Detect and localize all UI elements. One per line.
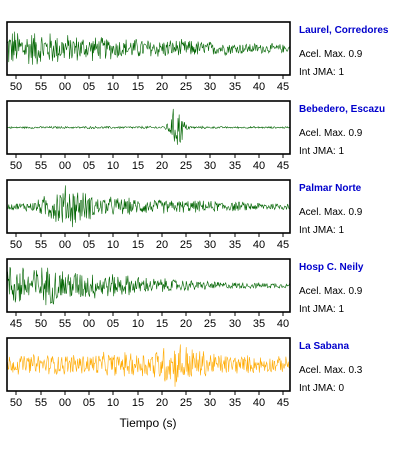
x-tick-label: 00 bbox=[59, 160, 71, 172]
x-tick-label: 45 bbox=[277, 239, 289, 251]
jma-intensity: Int JMA: 1 bbox=[299, 225, 344, 236]
x-tick-label: 35 bbox=[253, 318, 265, 330]
x-tick-label: 45 bbox=[277, 397, 289, 409]
max-acceleration: Acel. Max. 0.3 bbox=[299, 365, 363, 376]
x-tick-label: 45 bbox=[277, 160, 289, 172]
waveform-trace bbox=[7, 185, 290, 228]
x-tick-label: 45 bbox=[10, 318, 22, 330]
max-acceleration: Acel. Max. 0.9 bbox=[299, 128, 363, 139]
x-tick-label: 20 bbox=[180, 318, 192, 330]
x-tick-label: 30 bbox=[204, 160, 216, 172]
x-tick-label: 05 bbox=[107, 318, 119, 330]
max-acceleration: Acel. Max. 0.9 bbox=[299, 49, 363, 60]
jma-intensity: Int JMA: 0 bbox=[299, 383, 344, 394]
x-tick-label: 10 bbox=[107, 397, 119, 409]
panel: 50 55 00 05 10 15 20 25 30 35 40 45 La Sabana Acel. M… bbox=[6, 337, 363, 409]
panel: 50 55 00 05 10 15 20 25 30 35 40 45 Bebedero, Escazu… bbox=[6, 100, 385, 172]
x-tick-label: 35 bbox=[229, 160, 241, 172]
x-tick-label: 30 bbox=[204, 397, 216, 409]
x-tick-label: 50 bbox=[35, 318, 47, 330]
panel-frame bbox=[6, 21, 291, 76]
x-tick-label: 20 bbox=[156, 81, 168, 93]
panels: 50 55 00 05 10 15 20 25 30 35 40 45 Laurel, Corredor… bbox=[6, 21, 389, 409]
x-tick-label: 40 bbox=[253, 239, 265, 251]
x-tick-label: 25 bbox=[180, 397, 192, 409]
x-tick-label: 10 bbox=[107, 160, 119, 172]
max-acceleration: Acel. Max. 0.9 bbox=[299, 207, 363, 218]
panel: 45 50 55 00 05 10 15 20 25 30 35 40 Hosp C. Neily Ace… bbox=[6, 258, 364, 330]
x-tick-label: 05 bbox=[83, 397, 95, 409]
panel-frame bbox=[6, 258, 291, 313]
panel: 50 55 00 05 10 15 20 25 30 35 40 45 Laurel, Corredor… bbox=[6, 21, 389, 93]
x-tick-label: 25 bbox=[180, 160, 192, 172]
panel: 50 55 00 05 10 15 20 25 30 35 40 45 Palmar Norte Acel… bbox=[6, 179, 363, 251]
x-tick-label: 40 bbox=[253, 160, 265, 172]
x-tick-label: 25 bbox=[180, 239, 192, 251]
x-tick-label: 15 bbox=[132, 397, 144, 409]
x-tick-label: 15 bbox=[156, 318, 168, 330]
x-tick-label: 55 bbox=[35, 397, 47, 409]
x-tick-label: 05 bbox=[83, 239, 95, 251]
x-tick-label: 25 bbox=[180, 81, 192, 93]
station-name: Palmar Norte bbox=[299, 183, 362, 194]
max-acceleration: Acel. Max. 0.9 bbox=[299, 286, 363, 297]
x-axis-label: Tiempo (s) bbox=[120, 416, 177, 430]
jma-intensity: Int JMA: 1 bbox=[299, 67, 344, 78]
x-tick-label: 10 bbox=[107, 239, 119, 251]
x-tick-label: 35 bbox=[229, 239, 241, 251]
x-tick-label: 30 bbox=[229, 318, 241, 330]
x-tick-label: 10 bbox=[132, 318, 144, 330]
x-tick-label: 50 bbox=[10, 160, 22, 172]
waveform-trace bbox=[7, 267, 290, 306]
x-tick-label: 15 bbox=[132, 239, 144, 251]
x-tick-label: 00 bbox=[59, 239, 71, 251]
jma-intensity: Int JMA: 1 bbox=[299, 304, 344, 315]
x-tick-label: 00 bbox=[59, 81, 71, 93]
waveform-trace bbox=[7, 108, 290, 145]
x-tick-label: 00 bbox=[59, 397, 71, 409]
x-tick-label: 20 bbox=[156, 160, 168, 172]
x-tick-label: 50 bbox=[10, 81, 22, 93]
x-tick-label: 45 bbox=[277, 81, 289, 93]
x-tick-label: 55 bbox=[59, 318, 71, 330]
x-tick-label: 05 bbox=[83, 160, 95, 172]
x-tick-label: 15 bbox=[132, 160, 144, 172]
x-tick-label: 30 bbox=[204, 81, 216, 93]
station-name: Hosp C. Neily bbox=[299, 262, 364, 273]
x-tick-label: 40 bbox=[253, 397, 265, 409]
panel-frame bbox=[6, 100, 291, 155]
panel-frame bbox=[6, 337, 291, 392]
x-tick-label: 35 bbox=[229, 81, 241, 93]
x-tick-label: 40 bbox=[253, 81, 265, 93]
station-name: La Sabana bbox=[299, 341, 349, 352]
x-tick-label: 15 bbox=[132, 81, 144, 93]
x-tick-label: 35 bbox=[229, 397, 241, 409]
waveform-trace bbox=[7, 344, 290, 387]
panel-frame bbox=[6, 179, 291, 234]
x-tick-label: 50 bbox=[10, 239, 22, 251]
x-tick-label: 00 bbox=[83, 318, 95, 330]
x-tick-label: 30 bbox=[204, 239, 216, 251]
station-name: Bebedero, Escazu bbox=[299, 104, 385, 115]
x-tick-label: 55 bbox=[35, 81, 47, 93]
x-tick-label: 10 bbox=[107, 81, 119, 93]
waveform-trace bbox=[7, 31, 290, 65]
x-tick-label: 20 bbox=[156, 239, 168, 251]
x-tick-label: 55 bbox=[35, 160, 47, 172]
x-tick-label: 20 bbox=[156, 397, 168, 409]
x-tick-label: 40 bbox=[277, 318, 289, 330]
x-tick-label: 05 bbox=[83, 81, 95, 93]
station-name: Laurel, Corredores bbox=[299, 25, 389, 36]
x-tick-label: 25 bbox=[204, 318, 216, 330]
x-tick-label: 50 bbox=[10, 397, 22, 409]
jma-intensity: Int JMA: 1 bbox=[299, 146, 344, 157]
x-tick-label: 55 bbox=[35, 239, 47, 251]
